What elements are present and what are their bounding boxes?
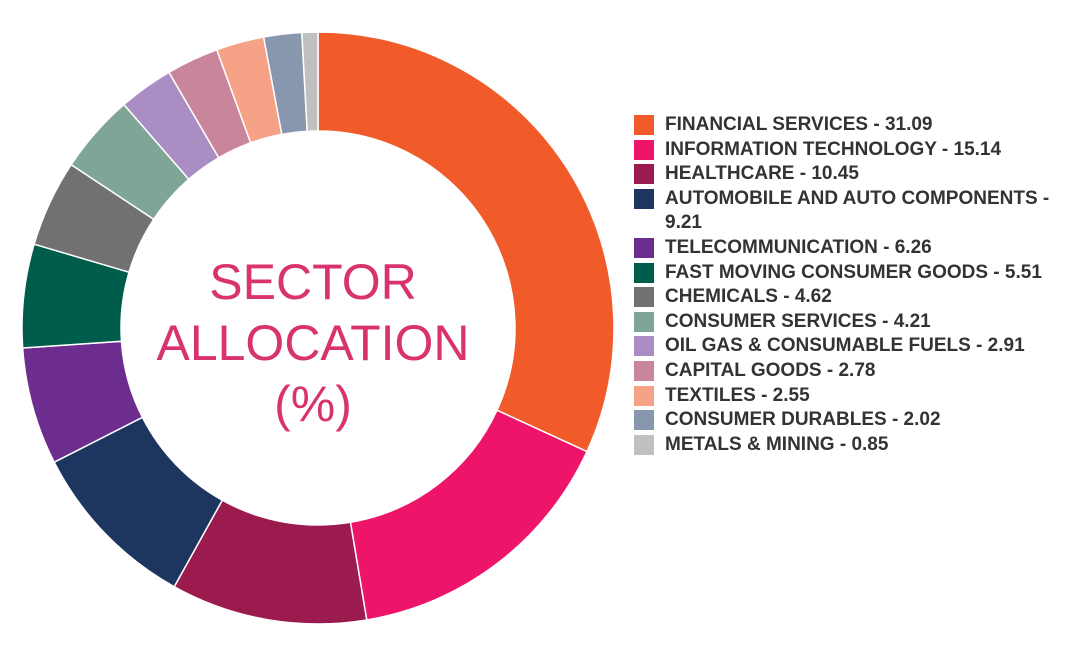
legend-swatch	[634, 188, 654, 209]
legend-item: TEXTILES - 2.55	[634, 384, 1074, 409]
donut-slice	[317, 31, 615, 453]
legend-label: FAST MOVING CONSUMER GOODS - 5.51	[665, 261, 1042, 283]
legend-swatch	[634, 410, 654, 431]
legend-swatch	[634, 311, 654, 332]
legend-item: CONSUMER DURABLES - 2.02	[634, 408, 1074, 433]
legend-label: FINANCIAL SERVICES - 31.09	[665, 114, 933, 135]
donut-slices	[21, 31, 615, 625]
legend-label: TEXTILES - 2.55	[665, 384, 810, 406]
legend-item: CONSUMER SERVICES - 4.21	[634, 310, 1074, 335]
donut-slice	[301, 31, 319, 133]
chart-title-line-1: SECTOR	[209, 254, 416, 310]
legend-swatch	[634, 434, 654, 455]
legend-swatch	[634, 336, 654, 357]
donut-chart: SECTOR ALLOCATION (%)	[21, 31, 615, 625]
legend-swatch	[634, 360, 654, 381]
legend-label: TELECOMMUNICATION - 6.26	[665, 236, 932, 258]
legend-item: FINANCIAL SERVICES - 31.09	[634, 113, 1074, 138]
legend-item: CAPITAL GOODS - 2.78	[634, 359, 1074, 384]
legend-label: CONSUMER SERVICES - 4.21	[665, 310, 931, 332]
legend-label: METALS & MINING - 0.85	[665, 433, 889, 455]
legend-swatch	[634, 262, 654, 283]
legend-item: CHEMICALS - 4.62	[634, 285, 1074, 310]
legend-label: CHEMICALS - 4.62	[665, 286, 832, 308]
legend-label: CAPITAL GOODS - 2.78	[665, 359, 876, 381]
legend-swatch	[634, 164, 654, 185]
legend-item: METALS & MINING - 0.85	[634, 433, 1074, 458]
legend-swatch	[634, 139, 654, 160]
legend-item: TELECOMMUNICATION - 6.26	[634, 236, 1074, 261]
legend-item: INFORMATION TECHNOLOGY - 15.14	[634, 138, 1074, 163]
legend-label: AUTOMOBILE AND AUTO COMPONENTS - 9.21	[665, 187, 1050, 234]
legend-swatch	[634, 385, 654, 406]
legend-item: AUTOMOBILE AND AUTO COMPONENTS - 9.21	[634, 187, 1074, 236]
legend-swatch	[634, 237, 654, 258]
legend-label: INFORMATION TECHNOLOGY - 15.14	[665, 138, 1002, 160]
legend-label: HEALTHCARE - 10.45	[665, 163, 859, 185]
legend-swatch	[634, 115, 654, 135]
legend-item: FAST MOVING CONSUMER GOODS - 5.51	[634, 261, 1074, 286]
chart-title-line-3: (%)	[274, 376, 352, 432]
legend-label: OIL GAS & CONSUMABLE FUELS - 2.91	[665, 335, 1025, 357]
donut-slice	[349, 409, 588, 621]
legend-item: OIL GAS & CONSUMABLE FUELS - 2.91	[634, 334, 1074, 359]
legend-label: CONSUMER DURABLES - 2.02	[665, 409, 941, 431]
legend-swatch	[634, 287, 654, 308]
legend: FINANCIAL SERVICES - 31.09 INFORMATION TE…	[634, 113, 1074, 457]
chart-title-line-2: ALLOCATION	[156, 315, 469, 371]
legend-item: HEALTHCARE - 10.45	[634, 162, 1074, 187]
